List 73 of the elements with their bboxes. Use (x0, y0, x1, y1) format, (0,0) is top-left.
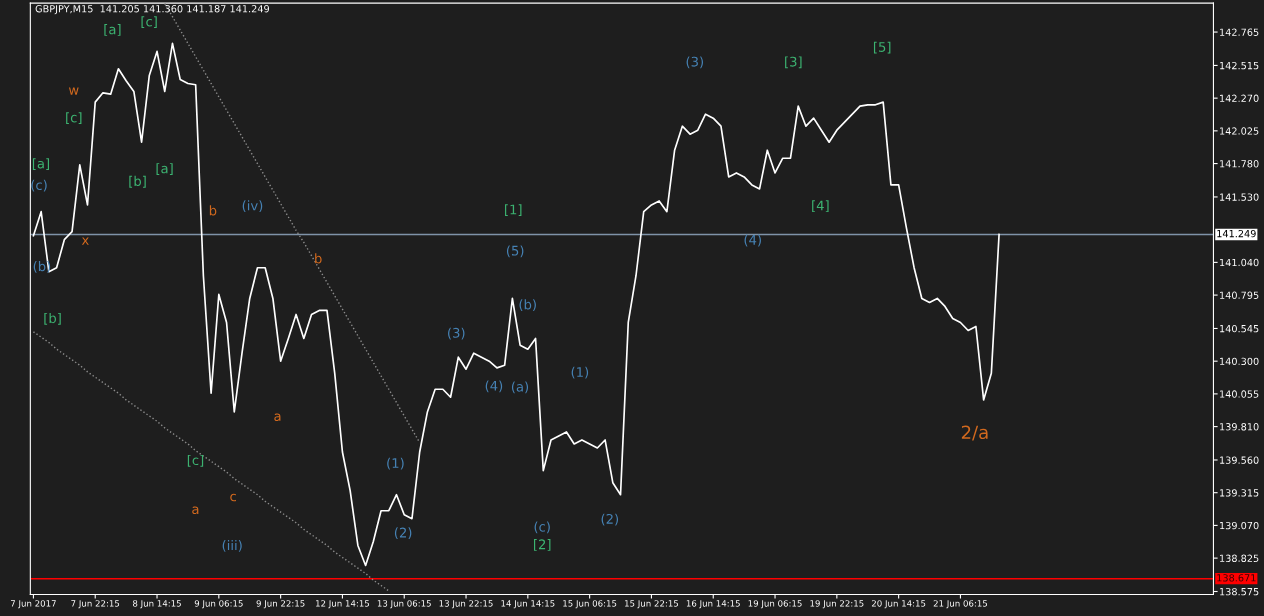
annotation: [a] (32, 158, 50, 171)
ref-line-label: 141.249 (1217, 229, 1256, 238)
annotation: [a] (104, 24, 121, 36)
ref-line-label: 138.671 (1217, 574, 1256, 582)
annotation: b (209, 205, 217, 216)
annotation: (4) (485, 380, 503, 393)
annotation: [2] (534, 539, 551, 551)
y-tick-label: 139.315 (1220, 489, 1259, 497)
x-tick-label: 19 Jun 22:15 (810, 600, 864, 609)
annotation: x (81, 237, 89, 245)
y-tick-label: 142.025 (1220, 127, 1259, 135)
y-tick-label: 138.575 (1220, 587, 1259, 596)
annotation: [c] (66, 112, 82, 124)
annotation: [c] (187, 454, 204, 467)
annotation: b (315, 253, 322, 264)
annotation: (3) (448, 327, 465, 340)
y-tick-label: 141.780 (1220, 160, 1259, 168)
annotation: (2) (394, 527, 412, 540)
annotation: (4) (744, 234, 761, 247)
x-tick-label: 16 Jun 14:15 (686, 600, 740, 609)
annotation: (iv) (242, 200, 263, 213)
annotation: (5) (506, 245, 524, 258)
y-tick-label: 139.560 (1220, 456, 1259, 464)
x-tick-label: 9 Jun 22:15 (256, 600, 305, 609)
annotation: [1] (505, 204, 522, 217)
annotation: (2) (601, 513, 619, 526)
annotation: 2/a (961, 425, 988, 441)
annotation: (1) (571, 366, 589, 379)
x-tick-label: 12 Jun 14:15 (316, 600, 370, 609)
annotation: [3] (785, 56, 802, 69)
annotation: (a) (511, 381, 529, 394)
x-tick-label: 13 Jun 22:15 (439, 600, 493, 609)
y-tick-label: 138.825 (1220, 554, 1259, 562)
y-tick-label: 141.530 (1220, 193, 1259, 201)
x-tick-label: 15 Jun 06:15 (563, 600, 617, 609)
annotation: [a] (156, 163, 173, 175)
annotation: [c] (141, 16, 157, 29)
x-tick-label: 13 Jun 06:15 (377, 600, 431, 609)
annotation: a (274, 413, 281, 422)
y-tick-label: 140.055 (1220, 390, 1259, 398)
chart-title: GBPJPY,M15 141.205 141.360 141.187 141.249 (35, 5, 270, 15)
x-tick-label: 20 Jun 14:15 (871, 600, 926, 609)
annotation: (3) (686, 56, 704, 69)
x-tick-label: 15 Jun 22:15 (625, 600, 679, 609)
annotation: [5] (873, 41, 891, 54)
x-tick-label: 7 Jun 2017 (10, 600, 56, 609)
annotation: (b) (519, 299, 536, 311)
y-tick-label: 140.545 (1220, 324, 1259, 333)
annotation: w (68, 87, 79, 95)
y-tick-label: 141.040 (1220, 258, 1259, 267)
annotation: [b] (129, 175, 146, 188)
y-tick-label: 139.810 (1220, 423, 1259, 431)
annotation: [b] (44, 312, 61, 325)
annotation: c (230, 493, 236, 502)
annotation: (1) (387, 457, 404, 470)
annotation: (c) (534, 521, 550, 534)
x-tick-label: 19 Jun 06:15 (748, 600, 802, 609)
x-tick-label: 7 Jun 22:15 (71, 600, 120, 609)
annotation: (c) (31, 179, 47, 192)
y-tick-label: 139.070 (1220, 521, 1259, 530)
annotation: [4] (812, 200, 829, 213)
y-tick-label: 142.270 (1220, 94, 1259, 102)
y-tick-label: 140.300 (1220, 357, 1259, 366)
y-tick-label: 142.515 (1220, 61, 1259, 70)
x-tick-label: 14 Jun 14:15 (501, 600, 555, 609)
y-tick-label: 140.795 (1220, 291, 1259, 299)
annotation: (iii) (222, 540, 242, 552)
x-tick-label: 9 Jun 06:15 (194, 600, 243, 609)
y-tick-label: 142.765 (1220, 28, 1259, 36)
x-tick-label: 21 Jun 06:15 (933, 600, 988, 609)
line-series (32, 42, 1000, 567)
annotation: a (192, 506, 199, 515)
x-tick-label: 8 Jun 14:15 (133, 600, 181, 609)
